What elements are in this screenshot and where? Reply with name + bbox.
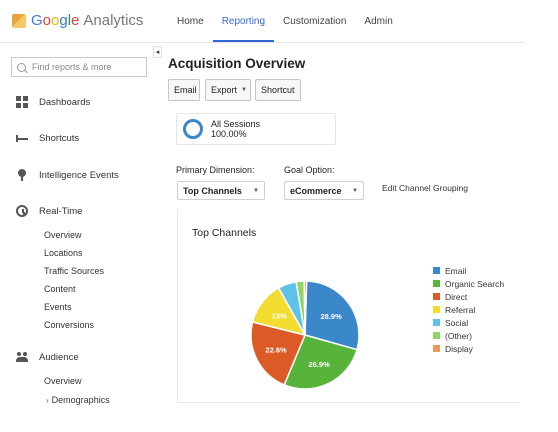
sidebar-item-label: Audience (39, 351, 79, 363)
tab-reporting[interactable]: Reporting (212, 0, 275, 42)
shortcuts-icon (16, 132, 28, 144)
chevron-down-icon: ▼ (253, 187, 259, 194)
sidebar-subitem-content[interactable]: Content (44, 284, 76, 294)
report-search[interactable] (11, 57, 147, 77)
segment-name: All Sessions (211, 119, 261, 129)
pie-slice-email[interactable] (304, 280, 360, 351)
sidebar-subitem-label: Demographics (51, 395, 110, 405)
edit-channel-grouping-link[interactable]: Edit Channel Grouping (382, 183, 469, 193)
export-button[interactable]: Export ▼ (205, 79, 251, 101)
sidebar-item-intelligence-events[interactable]: Intelligence Events (16, 169, 119, 181)
pie-data-label: 13% (272, 311, 287, 320)
primary-dimension-value: Top Channels (183, 185, 242, 196)
chevron-right-icon: › (46, 396, 49, 405)
page-title: Acquisition Overview (168, 56, 306, 71)
legend-item[interactable]: Social (433, 316, 504, 329)
legend-swatch (433, 280, 440, 287)
sidebar-item-label: Dashboards (39, 96, 91, 108)
sidebar: Dashboards Shortcuts Intelligence Events… (0, 43, 154, 432)
legend-label: Referral (445, 304, 476, 315)
clock-icon (16, 205, 28, 217)
legend-swatch (433, 293, 440, 300)
tab-admin[interactable]: Admin (364, 16, 393, 27)
legend-swatch (433, 345, 440, 352)
pie-chart: 28.9% 26.9% 22.6% 13% (250, 280, 360, 390)
sidebar-item-label: Intelligence Events (39, 169, 119, 181)
pie-data-label: 22.6% (265, 346, 287, 355)
goal-option-select[interactable]: eCommerce ▼ (284, 181, 364, 200)
main-content: Acquisition Overview Email Export ▼ Shor… (168, 43, 523, 432)
pie-data-label: 28.9% (320, 312, 342, 321)
goal-option-value: eCommerce (290, 185, 342, 196)
segment-percent: 100.00% (211, 129, 247, 139)
export-button-label: Export (211, 85, 238, 95)
legend-swatch (433, 319, 440, 326)
legend-label: Social (445, 317, 469, 328)
people-icon (16, 351, 28, 363)
chart-title: Top Channels (192, 227, 257, 239)
sidebar-subitem-conversions[interactable]: Conversions (44, 320, 95, 330)
logo-google-text: Google (31, 12, 80, 29)
sidebar-subitem-locations[interactable]: Locations (44, 248, 83, 258)
logo-analytics-text: Analytics (83, 12, 144, 29)
sidebar-subitem-realtime-overview[interactable]: Overview (44, 230, 82, 240)
bulb-icon (16, 169, 28, 181)
legend-label: Direct (445, 291, 468, 302)
chevron-down-icon: ▼ (352, 187, 358, 194)
legend-label: Organic Search (445, 278, 505, 289)
chart-legend: Email Organic Search Direct Referral Social (… (433, 264, 504, 355)
sidebar-item-shortcuts[interactable]: Shortcuts (16, 132, 79, 144)
legend-item[interactable]: Email (433, 264, 504, 277)
legend-swatch (433, 267, 440, 274)
analytics-logo-icon (12, 13, 26, 28)
legend-item[interactable]: Organic Search (433, 277, 504, 290)
pie-slice-direct[interactable] (250, 321, 307, 386)
chevron-down-icon: ▼ (241, 87, 247, 93)
sidebar-subitem-events[interactable]: Events (44, 302, 72, 312)
legend-label: (Other) (445, 330, 472, 341)
legend-swatch (433, 332, 440, 339)
goal-option-label: Goal Option: (284, 165, 335, 175)
legend-swatch (433, 306, 440, 313)
tab-customization[interactable]: Customization (283, 16, 347, 27)
sidebar-item-audience[interactable]: Audience (16, 351, 79, 363)
top-channels-chart-panel: Top Channels 28.9% 26.9% 22.6% 13% Email Org… (177, 210, 519, 403)
sidebar-subitem-demographics[interactable]: › Demographics (46, 395, 110, 405)
sidebar-item-dashboards[interactable]: Dashboards (16, 96, 90, 108)
legend-item[interactable]: Referral (433, 303, 504, 316)
legend-label: Display (445, 343, 473, 354)
pie-data-label: 26.9% (308, 360, 330, 369)
sidebar-subitem-audience-overview[interactable]: Overview (44, 376, 82, 386)
email-button[interactable]: Email (168, 79, 200, 101)
shortcut-button[interactable]: Shortcut (255, 79, 301, 101)
search-input[interactable] (30, 61, 144, 73)
segment-ring-icon (183, 119, 203, 139)
tab-home[interactable]: Home (177, 16, 204, 27)
search-icon (17, 62, 26, 72)
sidebar-item-label: Real-Time (39, 205, 83, 217)
primary-dimension-label: Primary Dimension: (176, 165, 255, 175)
top-bar: Google Analytics Home Reporting Customiz… (0, 0, 525, 43)
sidebar-collapse-button[interactable]: ◂ (153, 46, 162, 58)
sidebar-subitem-traffic-sources[interactable]: Traffic Sources (44, 266, 105, 276)
legend-label: Email (445, 265, 467, 276)
legend-item[interactable]: (Other) (433, 329, 504, 342)
sidebar-item-real-time[interactable]: Real-Time (16, 205, 82, 217)
sidebar-item-label: Shortcuts (39, 132, 80, 144)
pie-slice-organic-search[interactable] (283, 334, 358, 390)
segment-all-sessions[interactable]: All Sessions 100.00% (176, 113, 336, 145)
main-nav: Home Reporting Customization Admin (168, 0, 402, 42)
google-analytics-logo[interactable]: Google Analytics (12, 12, 143, 29)
legend-item[interactable]: Display (433, 342, 504, 355)
grid-icon (16, 96, 28, 108)
legend-item[interactable]: Direct (433, 290, 504, 303)
primary-dimension-select[interactable]: Top Channels ▼ (177, 181, 265, 200)
pie-slice-display[interactable] (303, 280, 308, 336)
